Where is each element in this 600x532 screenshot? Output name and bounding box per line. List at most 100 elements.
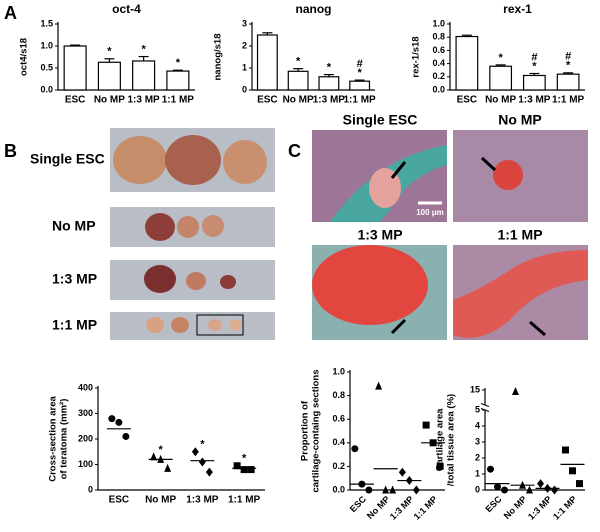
dot (436, 462, 444, 470)
tumor (146, 317, 164, 333)
bar (97, 61, 121, 91)
x-tick-label: ESC (257, 95, 278, 106)
y-tick-label: 0.8 (332, 390, 345, 400)
y-tick-label: 0.8 (432, 32, 445, 42)
y-tick-label: 0.0 (432, 84, 445, 94)
dot (108, 415, 116, 423)
photo-label: 1:3 MP (52, 271, 97, 287)
histology-label: No MP (498, 112, 542, 128)
significance-mark: * (158, 444, 163, 456)
y-tick-label: 1 (475, 468, 480, 478)
axis-break (480, 403, 490, 407)
significance-mark: * (200, 439, 205, 451)
bar (287, 70, 309, 91)
y-tick-label: 0.5 (40, 62, 53, 72)
chart-title: rex-1 (503, 2, 532, 16)
x-tick-label: ESC (65, 95, 86, 106)
bar (349, 80, 371, 91)
x-tick-label: 1:3 MP (388, 494, 416, 522)
photo-label: Single ESC (30, 151, 105, 167)
y-axis-label: nanog/s18 (213, 34, 224, 81)
histology-images (312, 130, 588, 340)
y-tick-label: 0.6 (332, 414, 345, 424)
tumor (144, 265, 176, 293)
x-tick-label: 1:1 MP (552, 95, 585, 106)
y-tick-label: 0 (242, 84, 247, 94)
x-tick-label: No MP (94, 95, 125, 106)
significance-mark: * (327, 62, 332, 74)
x-tick-label: ESC (109, 495, 130, 506)
y-axis-label: Proportion of (300, 400, 311, 461)
histology-label: 1:1 MP (497, 227, 542, 243)
dot (569, 467, 576, 475)
histology-label: Single ESC (343, 112, 418, 128)
dot (398, 467, 406, 477)
dot (512, 387, 519, 395)
x-tick-label: No MP (283, 95, 314, 106)
x-tick-label: 1:1 MP (162, 95, 195, 106)
tissue (493, 160, 523, 190)
dot (351, 445, 359, 453)
dot (115, 418, 123, 426)
tissue (312, 245, 428, 325)
x-tick-label: 1:3 MP (518, 95, 551, 106)
y-tick-label: 300 (78, 408, 93, 418)
dot (365, 486, 373, 494)
bar (489, 65, 513, 91)
chart-title: oct-4 (112, 2, 141, 16)
significance-mark: # (565, 51, 571, 63)
y-tick-label: 4 (475, 420, 480, 430)
dot (562, 446, 569, 454)
y-axis-label: Cross-section area (48, 396, 59, 482)
significance-mark: * (566, 60, 571, 72)
dot (375, 381, 383, 390)
dot (164, 463, 172, 472)
dot (382, 485, 390, 494)
significance-mark: * (498, 52, 503, 64)
significance-mark: * (242, 453, 247, 465)
chart-title: nanog (296, 2, 332, 16)
y-tick-label: 3 (475, 436, 480, 446)
tumor (202, 215, 224, 237)
y-tick-label: 3 (242, 18, 247, 28)
dot (150, 452, 158, 461)
dot (191, 447, 199, 457)
tumor (145, 213, 175, 241)
x-tick-label: No MP (145, 495, 176, 506)
y-tick-label: 1.0 (332, 366, 345, 376)
dot (494, 483, 501, 491)
y-tick-label: 0 (475, 484, 480, 494)
dot (422, 421, 430, 429)
arrow (529, 320, 546, 337)
y-tick-label: 0.0 (332, 484, 345, 494)
y-axis-label: cartilage-containg sections (311, 369, 322, 492)
significance-mark: * (107, 46, 112, 58)
x-tick-label: 1:3 MP (186, 495, 219, 506)
bar (556, 73, 580, 91)
significance-mark: * (176, 57, 181, 69)
y-axis-label: rex-1/s18 (411, 36, 422, 77)
tumor (186, 272, 206, 290)
photo-label: No MP (52, 218, 96, 234)
panel-label: B (4, 141, 17, 161)
axis-break (481, 405, 489, 410)
y-tick-label: 0.6 (432, 45, 445, 55)
tumor (220, 275, 236, 289)
x-tick-label: 1:3 MP (128, 95, 161, 106)
x-tick-label: No MP (485, 95, 516, 106)
tumor (177, 216, 199, 238)
dot (122, 432, 130, 440)
y-axis-label: oct4/s18 (19, 38, 30, 76)
x-tick-label: 1:1 MP (551, 494, 579, 522)
y-tick-label: 400 (78, 382, 93, 392)
dot (389, 485, 397, 494)
y-tick-label: 1 (242, 62, 247, 72)
bar (166, 70, 190, 91)
y-tick-label: 15 (470, 384, 480, 394)
x-tick-label: ESC (348, 494, 369, 515)
y-tick-label: 0.2 (332, 461, 345, 471)
dot (537, 479, 544, 489)
significance-mark: * (296, 56, 301, 68)
tumor (113, 136, 167, 184)
x-tick-label: No MP (502, 494, 529, 521)
